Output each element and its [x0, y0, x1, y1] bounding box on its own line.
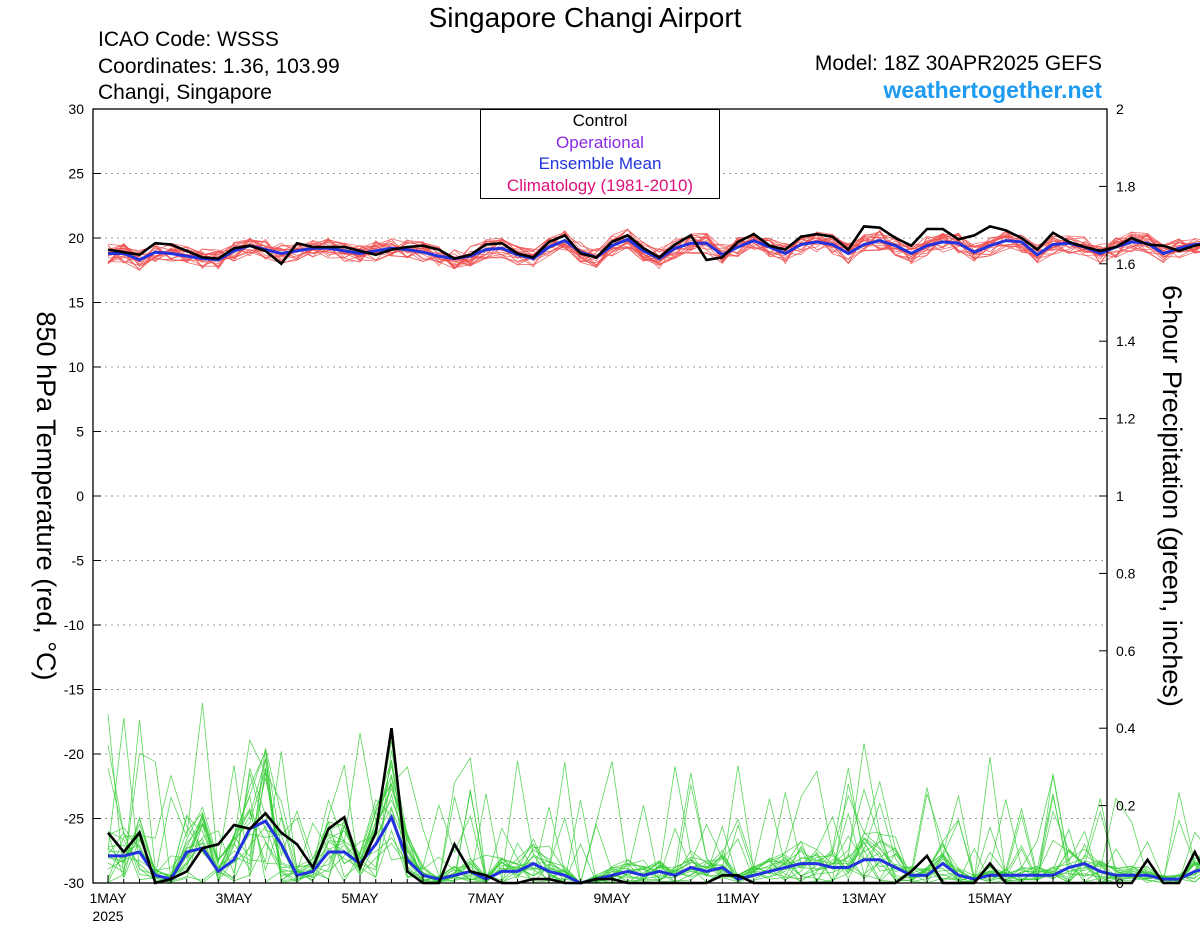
legend-climatology: Climatology (1981-2010)	[506, 175, 694, 195]
left-tick-label: 10	[68, 359, 84, 375]
year-label: 2025	[92, 908, 123, 924]
precip-member-line	[107, 778, 1200, 884]
legend-operational: Operational	[556, 132, 644, 152]
legend-ensemble-mean: Ensemble Mean	[538, 154, 662, 173]
date-tick-label: 3MAY	[215, 890, 253, 906]
icao-code: ICAO Code: WSSS	[98, 28, 279, 51]
left-tick-label: -5	[72, 553, 85, 569]
axis-labels: 302520151050-5-10-15-20-25-3021.81.61.41…	[64, 101, 1136, 924]
left-tick-label: 15	[68, 295, 84, 311]
right-tick-label: 0.8	[1116, 565, 1136, 581]
date-tick-label: 5MAY	[341, 890, 379, 906]
control-temp-line	[107, 225, 1200, 266]
ensemble-member-lines	[107, 228, 1200, 884]
plot-frame	[92, 108, 1108, 884]
right-tick-label: 1.6	[1116, 256, 1136, 272]
left-tick-label: 0	[76, 488, 84, 504]
location-name: Changi, Singapore	[98, 81, 272, 104]
brand-link[interactable]: weathertogether.net	[883, 77, 1102, 103]
legend-control: Control	[572, 111, 628, 130]
right-tick-label: 0	[1116, 875, 1124, 891]
date-tick-label: 13MAY	[842, 890, 888, 906]
right-tick-label: 0.2	[1116, 798, 1136, 814]
left-axis-title: 850 hPa Temperature (red, °C)	[31, 312, 61, 681]
left-tick-label: -15	[64, 682, 84, 698]
left-tick-label: 20	[68, 230, 84, 246]
right-tick-label: 1.2	[1116, 411, 1136, 427]
right-tick-label: 1.8	[1116, 178, 1136, 194]
page-title: Singapore Changi Airport	[428, 2, 742, 33]
right-tick-label: 1.4	[1116, 333, 1136, 349]
date-tick-label: 1MAY	[89, 890, 127, 906]
left-tick-label: 25	[68, 166, 84, 182]
model-run: Model: 18Z 30APR2025 GEFS	[814, 52, 1102, 75]
right-tick-label: 1	[1116, 488, 1124, 504]
date-tick-label: 9MAY	[593, 890, 631, 906]
left-tick-label: 5	[76, 424, 84, 440]
left-tick-label: -10	[64, 617, 84, 633]
precip-member-line	[107, 741, 1200, 884]
grid-lines	[93, 173, 1107, 819]
right-tick-label: 0.4	[1116, 720, 1136, 736]
date-tick-label: 15MAY	[968, 890, 1014, 906]
right-axis-title: 6-hour Precipitation (green, inches)	[1157, 285, 1187, 707]
right-tick-label: 0.6	[1116, 643, 1136, 659]
mean-precip-line	[108, 813, 1200, 885]
axis-ticks	[93, 108, 1117, 884]
left-tick-label: -30	[64, 875, 84, 891]
precip-member-line	[107, 718, 1200, 884]
precip-member-line	[107, 803, 1200, 884]
left-tick-label: -25	[64, 811, 84, 827]
date-tick-label: 7MAY	[467, 890, 505, 906]
legend: Control Operational Ensemble Mean Climat…	[480, 109, 720, 199]
right-tick-label: 2	[1116, 101, 1124, 117]
left-tick-label: 30	[68, 101, 84, 117]
date-tick-label: 11MAY	[716, 890, 760, 906]
left-tick-label: -20	[64, 746, 84, 762]
precip-member-line	[107, 719, 1200, 884]
coordinates: Coordinates: 1.36, 103.99	[98, 55, 340, 78]
